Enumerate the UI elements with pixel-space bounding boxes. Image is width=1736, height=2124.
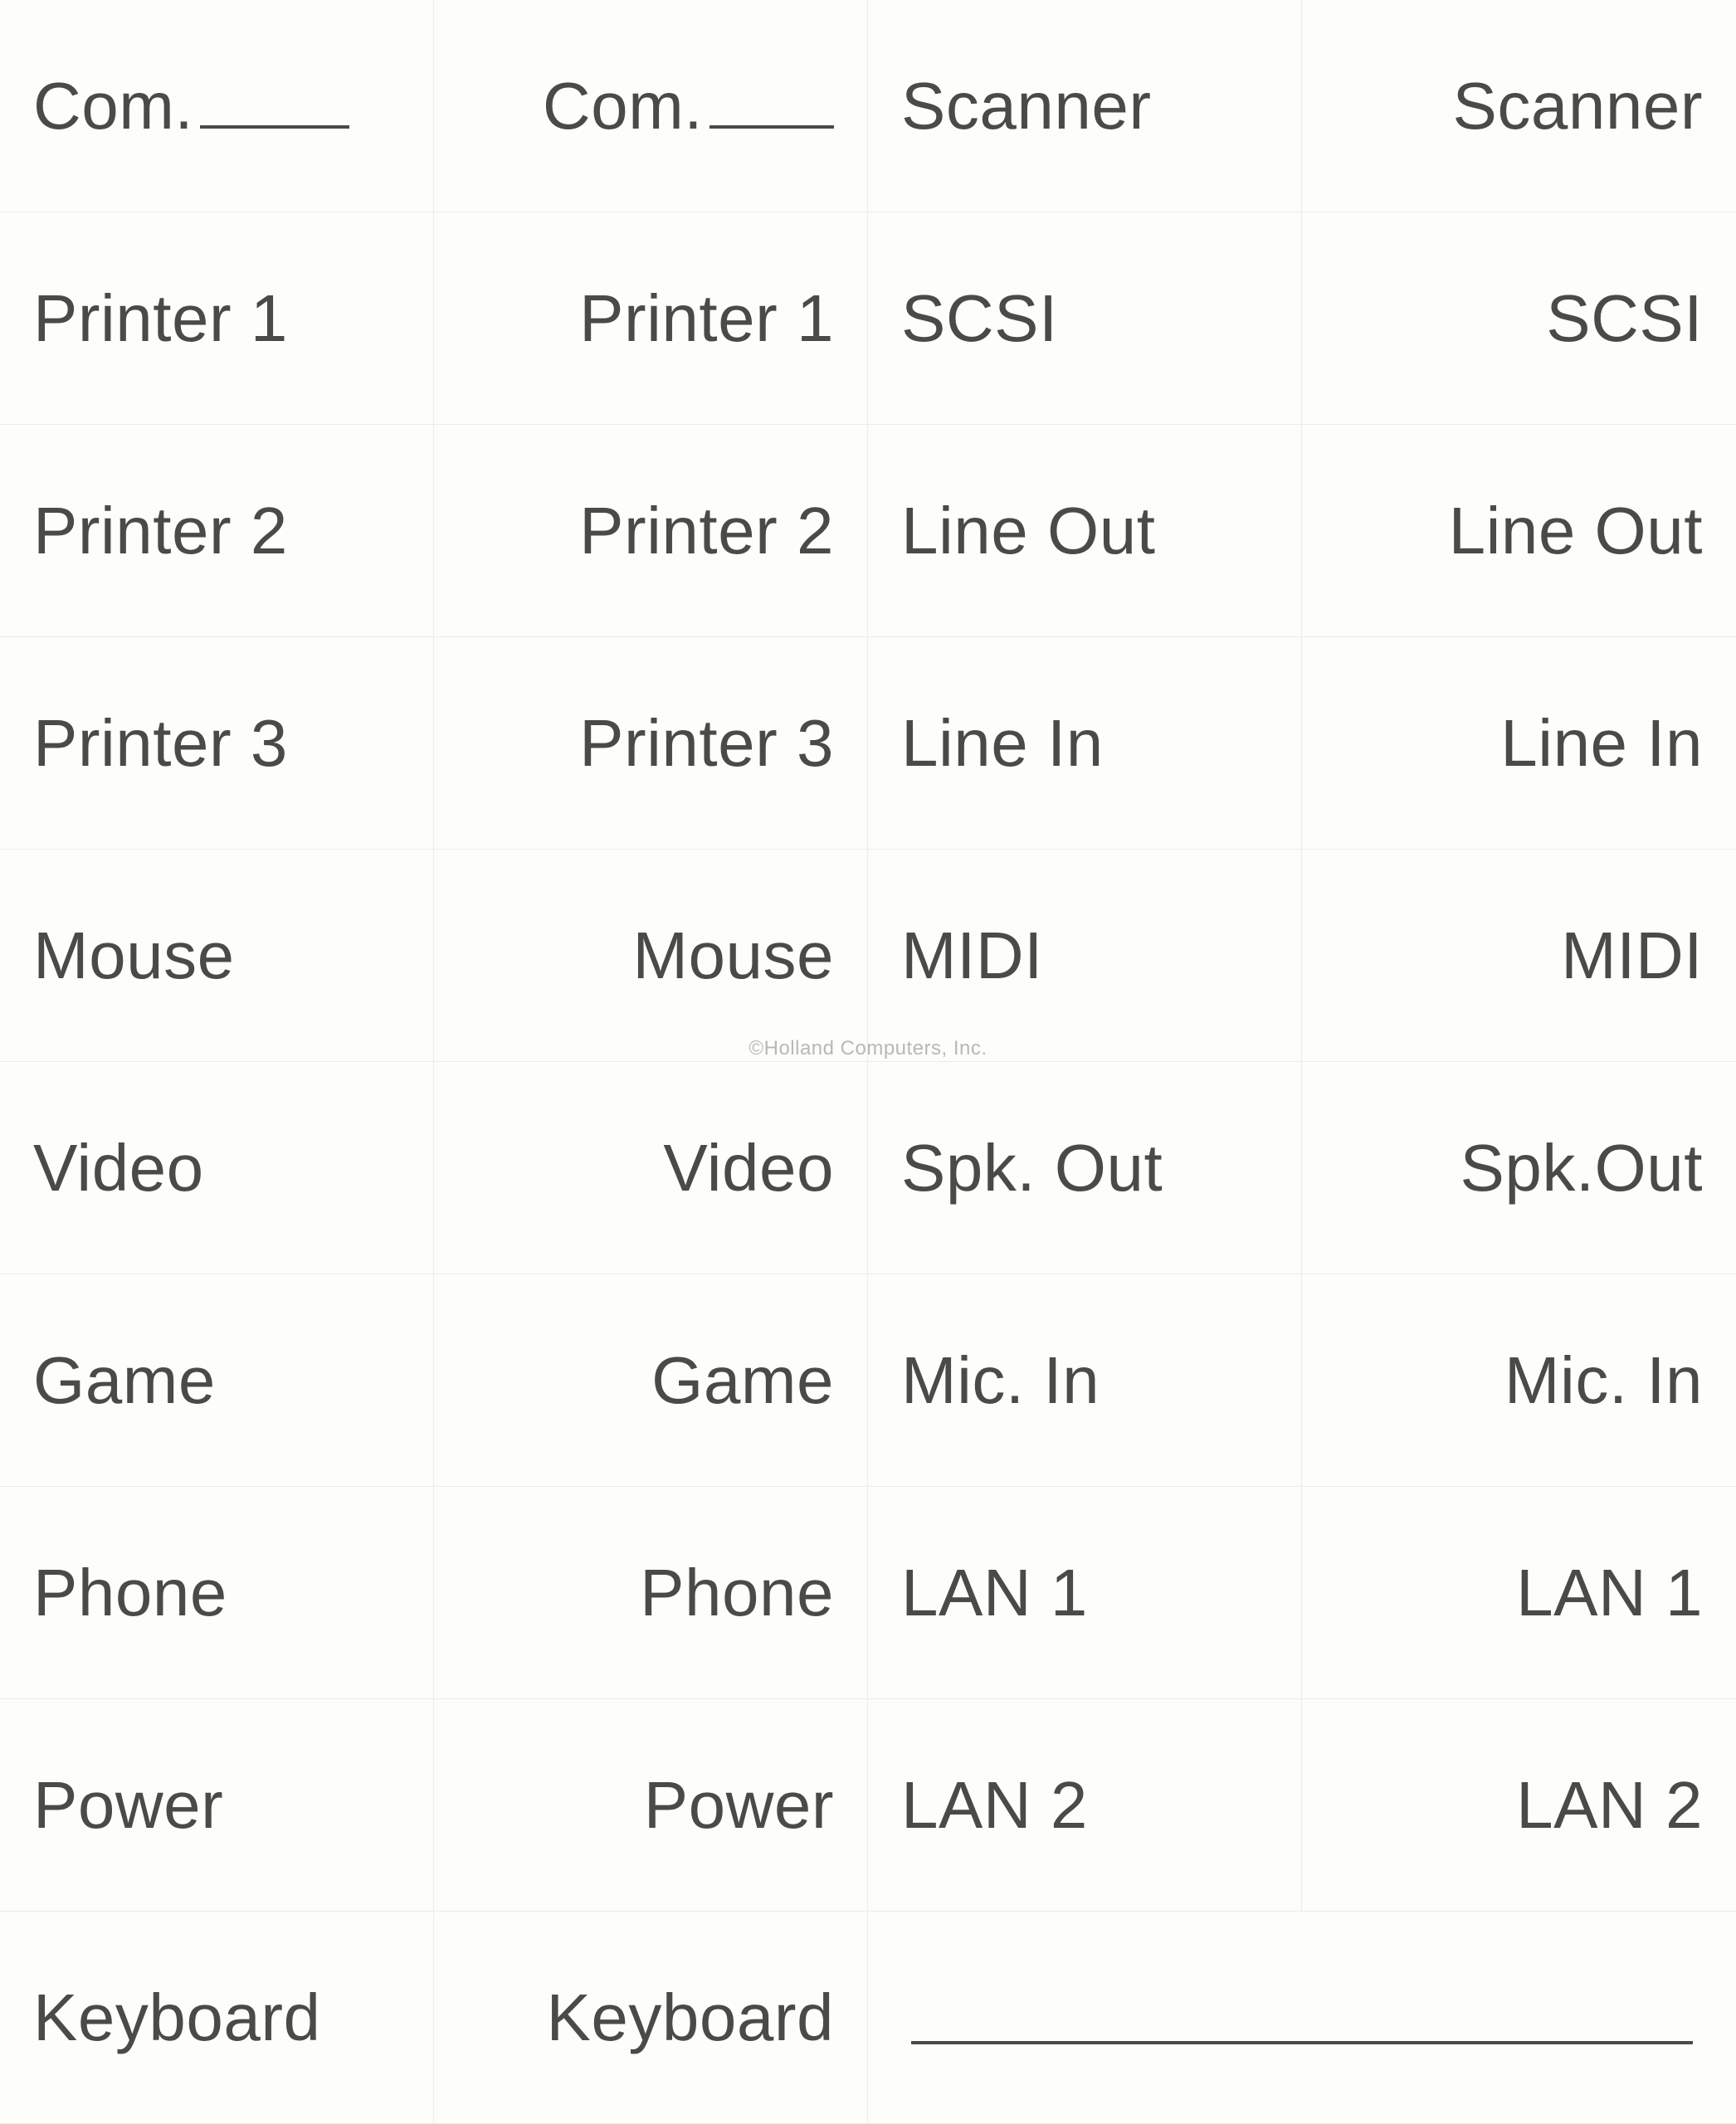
port-label: Line In <box>901 705 1104 782</box>
port-label: Phone <box>33 1555 227 1631</box>
label-cell: Printer 2 <box>0 425 434 637</box>
port-label: Spk. Out <box>901 1130 1163 1206</box>
port-label: Video <box>33 1130 204 1206</box>
port-label: LAN 2 <box>1516 1767 1703 1844</box>
label-cell: Mouse <box>434 850 868 1062</box>
label-cell: LAN 1 <box>1302 1487 1736 1699</box>
port-label: Game <box>33 1342 216 1419</box>
label-cell: LAN 2 <box>1302 1699 1736 1912</box>
label-cell: Power <box>0 1699 434 1912</box>
port-label: LAN 1 <box>1516 1555 1703 1631</box>
port-label: Power <box>33 1767 223 1844</box>
port-label: Com. <box>543 68 834 144</box>
port-label: SCSI <box>1546 280 1703 357</box>
label-cell: LAN 1 <box>868 1487 1302 1699</box>
blank-underline <box>710 85 834 129</box>
label-cell: Com. <box>434 0 868 212</box>
port-label: Scanner <box>1453 68 1703 144</box>
port-label: MIDI <box>901 918 1043 994</box>
label-cell: Printer 2 <box>434 425 868 637</box>
label-cell: Line In <box>868 637 1302 850</box>
label-cell: Line Out <box>868 425 1302 637</box>
label-cell: Mic. In <box>1302 1274 1736 1487</box>
port-label: Printer 2 <box>33 493 288 569</box>
port-label: Game <box>651 1342 834 1419</box>
label-cell: Mouse <box>0 850 434 1062</box>
label-cell: Keyboard <box>0 1912 434 2124</box>
label-cell: Com. <box>0 0 434 212</box>
port-label: Printer 3 <box>33 705 288 782</box>
port-label: Mic. In <box>1504 1342 1703 1419</box>
label-cell: LAN 2 <box>868 1699 1302 1912</box>
label-cell: Game <box>434 1274 868 1487</box>
port-label: SCSI <box>901 280 1058 357</box>
label-cell: Printer 1 <box>0 212 434 425</box>
label-cell: Phone <box>0 1487 434 1699</box>
port-label: Line In <box>1500 705 1703 782</box>
port-label: Line Out <box>901 493 1155 569</box>
blank-line <box>911 2041 1692 2044</box>
port-label: Phone <box>640 1555 834 1631</box>
label-cell: Scanner <box>1302 0 1736 212</box>
port-label: Mouse <box>632 918 834 994</box>
port-label: LAN 1 <box>901 1555 1088 1631</box>
port-label: Printer 1 <box>33 280 288 357</box>
label-text: Com. <box>543 69 703 143</box>
label-text: Com. <box>33 69 193 143</box>
blank-write-in-cell <box>868 1912 1736 2124</box>
label-cell: Mic. In <box>868 1274 1302 1487</box>
label-cell: Spk. Out <box>868 1062 1302 1274</box>
blank-underline <box>200 85 349 129</box>
label-cell: Phone <box>434 1487 868 1699</box>
port-label: Mouse <box>33 918 235 994</box>
label-cell: Power <box>434 1699 868 1912</box>
label-cell: MIDI <box>868 850 1302 1062</box>
port-label: Video <box>663 1130 834 1206</box>
label-sheet: Com. Com. Scanner Scanner Printer 1 Prin… <box>0 0 1736 2124</box>
port-label: Power <box>644 1767 834 1844</box>
port-label: LAN 2 <box>901 1767 1088 1844</box>
label-cell: Scanner <box>868 0 1302 212</box>
port-label: MIDI <box>1561 918 1703 994</box>
port-label: Scanner <box>901 68 1151 144</box>
port-label: Keyboard <box>547 1980 834 2056</box>
label-cell: Printer 1 <box>434 212 868 425</box>
label-cell: SCSI <box>1302 212 1736 425</box>
port-label: Printer 1 <box>579 280 834 357</box>
label-cell: Line In <box>1302 637 1736 850</box>
port-label: Spk.Out <box>1460 1130 1703 1206</box>
label-cell: Line Out <box>1302 425 1736 637</box>
label-cell: Printer 3 <box>434 637 868 850</box>
label-cell: Spk.Out <box>1302 1062 1736 1274</box>
port-label: Keyboard <box>33 1980 320 2056</box>
label-cell: Video <box>0 1062 434 1274</box>
label-cell: Game <box>0 1274 434 1487</box>
port-label: Printer 2 <box>579 493 834 569</box>
port-label: Com. <box>33 68 349 144</box>
port-label: Mic. In <box>901 1342 1100 1419</box>
label-cell: MIDI <box>1302 850 1736 1062</box>
port-label: Printer 3 <box>579 705 834 782</box>
label-cell: Printer 3 <box>0 637 434 850</box>
label-cell: SCSI <box>868 212 1302 425</box>
port-label: Line Out <box>1449 493 1703 569</box>
label-cell: Video <box>434 1062 868 1274</box>
label-cell: Keyboard <box>434 1912 868 2124</box>
